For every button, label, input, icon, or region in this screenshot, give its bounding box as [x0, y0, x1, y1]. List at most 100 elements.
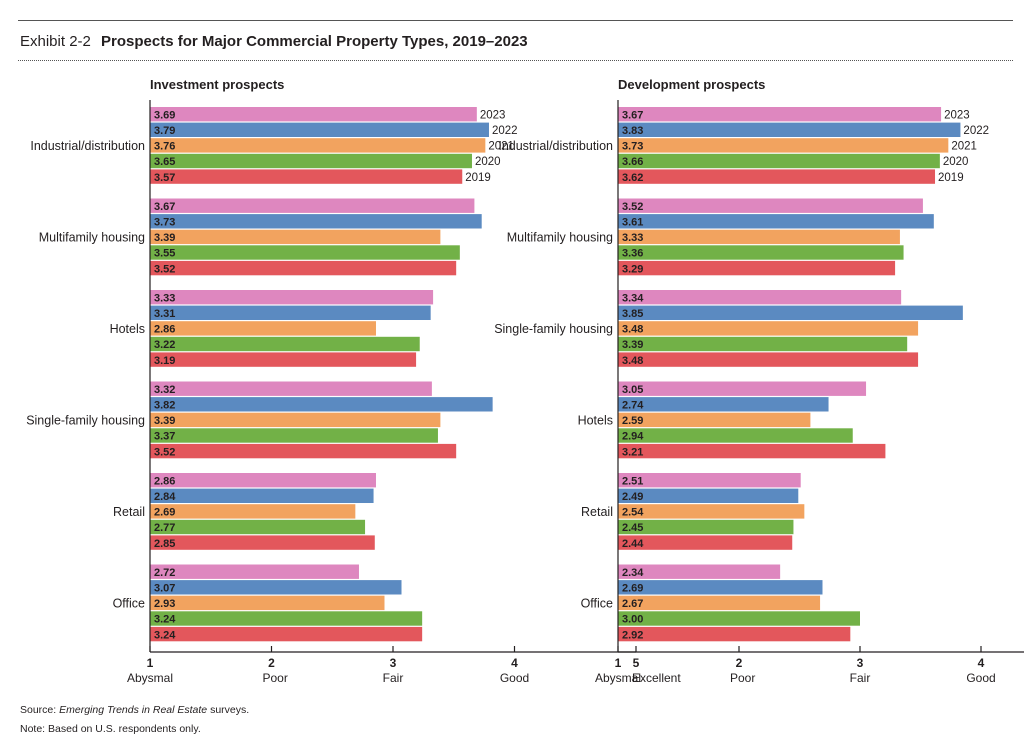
bar-value-label: 3.52 [154, 263, 175, 275]
bar-value-label: 3.22 [154, 339, 175, 351]
bar-value-label: 2.77 [154, 522, 175, 534]
x-tick-word: Good [966, 671, 995, 685]
bar-value-label: 2.54 [622, 507, 644, 519]
bar-2023 [150, 198, 475, 213]
bar-2020 [618, 428, 853, 443]
bar-2021 [618, 321, 919, 336]
bar-value-label: 3.32 [154, 384, 175, 396]
series-year-label: 2020 [475, 156, 501, 168]
bar-value-label: 3.05 [622, 384, 643, 396]
bar-2020 [618, 336, 908, 352]
bar-2022 [150, 305, 431, 320]
bar-value-label: 2.86 [154, 475, 175, 487]
bar-value-label: 3.67 [154, 201, 175, 213]
x-tick-word: Poor [263, 671, 288, 685]
bar-value-label: 3.33 [622, 232, 643, 244]
bar-2020 [618, 519, 794, 535]
source-title: Emerging Trends in Real Estate [59, 704, 208, 716]
bar-value-label: 3.62 [622, 172, 643, 184]
series-year-label: 2019 [465, 172, 491, 184]
series-year-label: 2021 [951, 141, 977, 153]
bar-value-label: 3.61 [622, 217, 643, 229]
bar-2021 [150, 412, 441, 428]
bar-2022 [618, 488, 799, 503]
bar-2020 [150, 428, 438, 443]
category-label: Hotels [578, 414, 613, 428]
bar-2019 [150, 169, 463, 184]
x-tick-word: Good [500, 671, 529, 685]
bar-2023 [150, 381, 432, 396]
x-tick-number: 2 [736, 656, 743, 670]
bar-value-label: 3.00 [622, 614, 643, 626]
category-label: Multifamily housing [39, 231, 145, 245]
bar-value-label: 2.74 [622, 400, 644, 412]
category-group: Hotels 3.05 2.74 2.59 2.94 3.21 [578, 381, 886, 459]
investment-chart: Industrial/distribution 3.69 2023 3.79 2022 3… [26, 100, 681, 685]
category-group: Multifamily housing 3.67 3.73 3.39 3.55 3.52 [39, 198, 482, 276]
series-year-label: 2023 [480, 109, 506, 121]
bar-2023 [618, 198, 923, 213]
exhibit-number: Exhibit 2-2 [20, 33, 91, 50]
category-label: Industrial/distribution [498, 139, 613, 153]
category-group: Office 2.34 2.69 2.67 3.00 2.92 [581, 564, 860, 642]
x-tick-number: 1 [615, 656, 622, 670]
bar-value-label: 2.86 [154, 324, 175, 336]
bar-value-label: 3.52 [622, 201, 643, 213]
bar-2021 [150, 595, 385, 611]
x-tick-word: Abysmal [127, 671, 173, 685]
series-year-label: 2023 [944, 109, 970, 121]
x-tick-word: Poor [730, 671, 755, 685]
bar-2022 [150, 214, 482, 229]
bar-2023 [150, 290, 434, 305]
category-label: Office [581, 597, 613, 611]
bar-value-label: 3.65 [154, 156, 175, 168]
bar-value-label: 2.59 [622, 415, 643, 427]
category-label: Hotels [110, 322, 145, 336]
bar-value-label: 2.94 [622, 431, 644, 443]
x-tick-number: 2 [268, 656, 275, 670]
bar-value-label: 3.36 [622, 248, 643, 260]
category-group: Retail 2.86 2.84 2.69 2.77 2.85 [113, 473, 376, 550]
exhibit-header: Exhibit 2-2 Prospects for Major Commerci… [20, 33, 528, 50]
bar-2019 [150, 260, 457, 276]
bar-2022 [618, 305, 963, 320]
bar-2023 [618, 107, 942, 122]
bar-value-label: 3.73 [622, 141, 643, 153]
bar-value-label: 2.93 [154, 598, 175, 610]
bar-value-label: 3.79 [154, 125, 175, 137]
bar-2022 [150, 397, 493, 412]
bar-value-label: 3.85 [622, 308, 643, 320]
bar-value-label: 3.33 [154, 292, 175, 304]
bar-value-label: 3.52 [154, 446, 175, 458]
bar-value-label: 3.39 [154, 232, 175, 244]
series-year-label: 2022 [492, 125, 518, 137]
source-suffix: surveys. [207, 704, 250, 716]
bar-2021 [150, 229, 441, 245]
bar-2019 [618, 535, 793, 550]
bar-value-label: 3.07 [154, 583, 175, 595]
bar-value-label: 2.92 [622, 629, 643, 641]
dotted-rule [18, 60, 1013, 61]
bar-2019 [618, 626, 851, 642]
series-year-label: 2020 [943, 156, 969, 168]
bar-value-label: 2.34 [622, 567, 644, 579]
category-group: Single-family housing 3.34 3.85 3.48 3.39 3.4… [494, 290, 963, 367]
category-label: Retail [581, 505, 613, 519]
x-tick-number: 5 [633, 656, 640, 670]
category-group: Hotels 3.33 3.31 2.86 3.22 3.19 [110, 290, 434, 367]
category-label: Multifamily housing [507, 231, 613, 245]
bar-value-label: 3.39 [154, 415, 175, 427]
bar-2023 [618, 564, 781, 579]
bar-2020 [150, 245, 460, 260]
bar-value-label: 3.21 [622, 446, 643, 458]
category-group: Retail 2.51 2.49 2.54 2.45 2.44 [581, 473, 805, 550]
category-label: Office [113, 597, 145, 611]
category-label: Retail [113, 505, 145, 519]
x-tick-number: 1 [147, 656, 154, 670]
bar-value-label: 3.67 [622, 109, 643, 121]
bar-2022 [150, 580, 402, 595]
bar-2019 [150, 443, 457, 459]
bar-value-label: 3.48 [622, 355, 643, 367]
bar-value-label: 3.31 [154, 308, 175, 320]
x-tick-number: 3 [857, 656, 864, 670]
